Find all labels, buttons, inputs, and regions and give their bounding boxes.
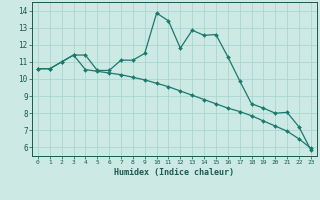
X-axis label: Humidex (Indice chaleur): Humidex (Indice chaleur): [115, 168, 234, 177]
